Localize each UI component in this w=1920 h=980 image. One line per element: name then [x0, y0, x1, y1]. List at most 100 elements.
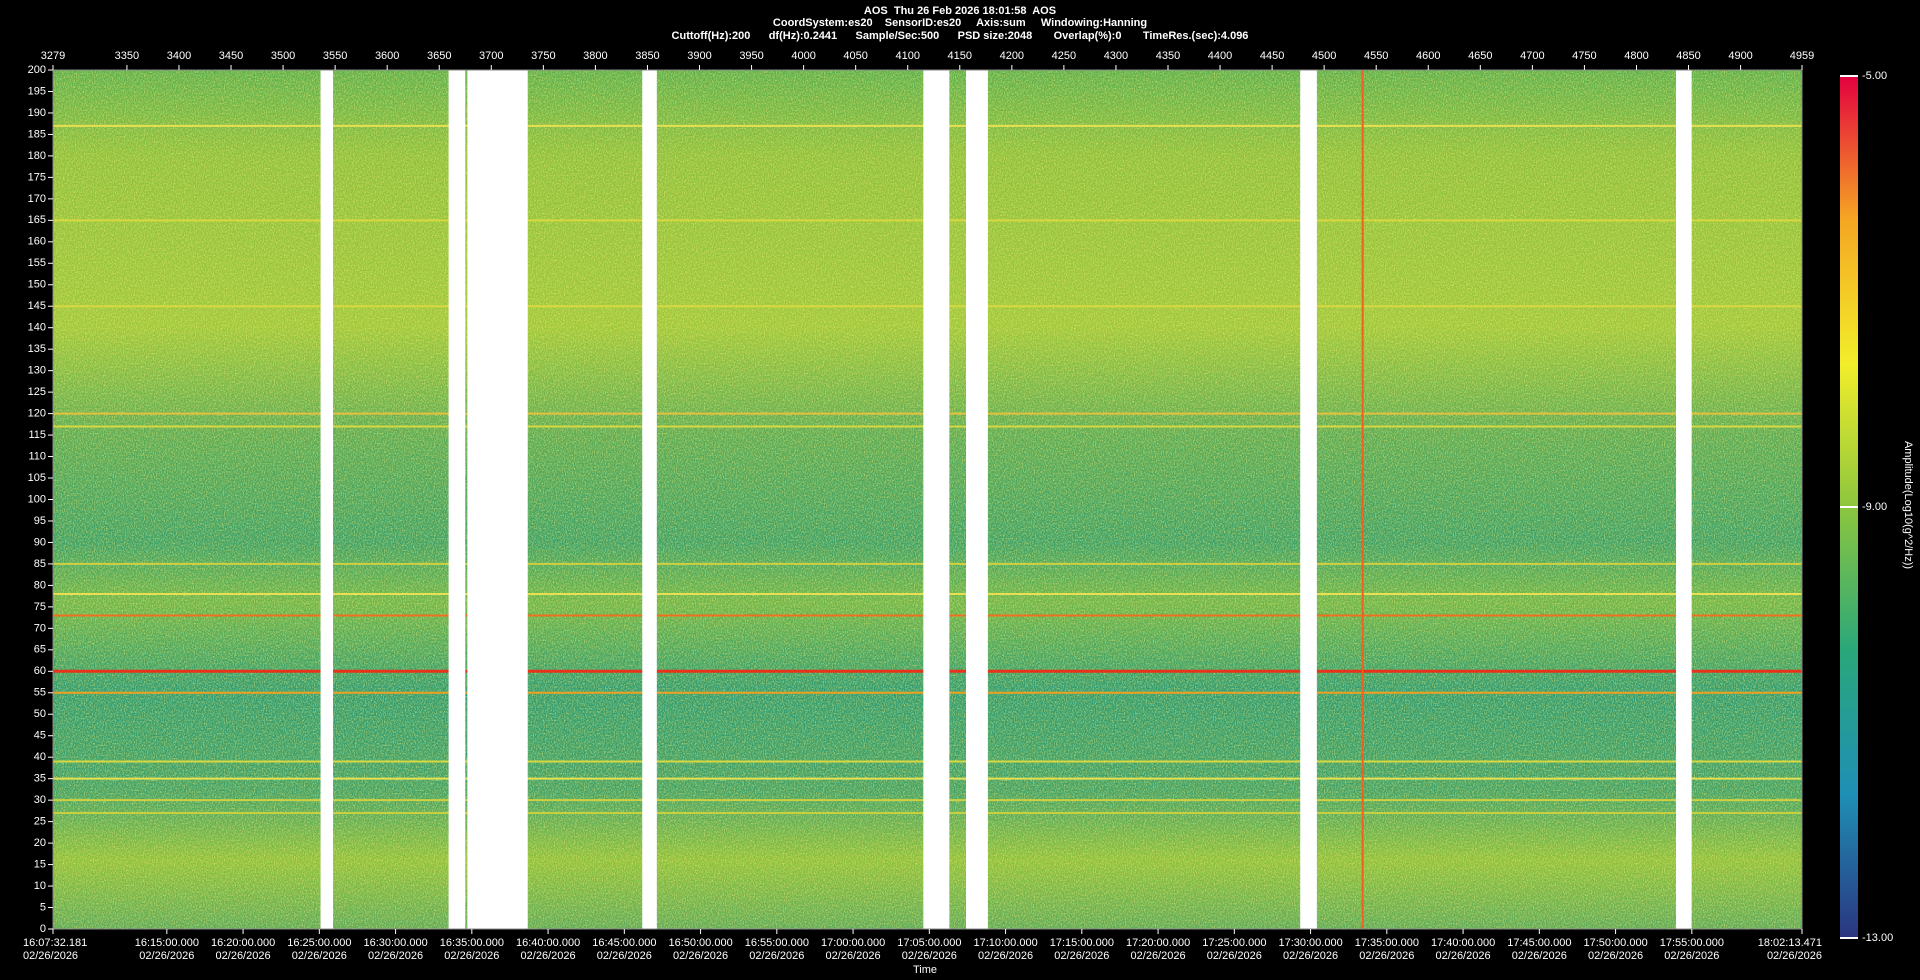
y-tick-label: 85 — [34, 558, 46, 570]
time-tick-label: 16:25:00.000 — [287, 937, 351, 949]
time-tick-label: 17:10:00.000 — [973, 937, 1037, 949]
x-tick-label: 3279 — [41, 50, 65, 62]
x-tick-label: 3850 — [635, 50, 659, 62]
time-tick-date: 02/26/2026 — [1131, 950, 1186, 962]
x-tick-label: 3350 — [115, 50, 139, 62]
data-gap — [320, 70, 334, 929]
y-tick-label: 55 — [34, 687, 46, 699]
time-tick-label: 18:02:13.471 — [1758, 937, 1822, 949]
time-tick-label: 16:50:00.000 — [668, 937, 732, 949]
time-tick-label: 16:30:00.000 — [363, 937, 427, 949]
y-tick-label: 65 — [34, 644, 46, 656]
y-tick-label: 80 — [34, 579, 46, 591]
time-tick-date: 02/26/2026 — [826, 950, 881, 962]
y-tick-label: 200 — [28, 64, 46, 76]
time-tick-label: 17:20:00.000 — [1126, 937, 1190, 949]
x-tick-label: 4550 — [1364, 50, 1388, 62]
x-tick-label: 3800 — [583, 50, 607, 62]
time-tick-label: 17:25:00.000 — [1202, 937, 1266, 949]
time-tick-date: 02/26/2026 — [749, 950, 804, 962]
y-tick-label: 180 — [28, 150, 46, 162]
data-gap — [966, 70, 988, 929]
time-tick-date: 02/26/2026 — [521, 950, 576, 962]
x-axis-label: Time — [913, 964, 937, 976]
time-tick-date: 02/26/2026 — [23, 950, 78, 962]
time-tick-label: 17:30:00.000 — [1278, 937, 1342, 949]
data-gap — [1300, 70, 1317, 929]
time-tick-date: 02/26/2026 — [1664, 950, 1719, 962]
y-tick-label: 160 — [28, 236, 46, 248]
x-tick-label: 4800 — [1624, 50, 1648, 62]
time-tick-label: 16:40:00.000 — [516, 937, 580, 949]
time-tick-label: 16:45:00.000 — [592, 937, 656, 949]
colorbar-label: Amplitude(Log10(g^2/Hz)) — [1902, 441, 1914, 569]
subtitle: Cuttoff(Hz):200 df(Hz):0.2441 Sample/Sec… — [672, 30, 1249, 42]
y-tick-label: 40 — [34, 751, 46, 763]
x-tick-label: 4350 — [1156, 50, 1180, 62]
subtitle: CoordSystem:es20 SensorID:es20 Axis:sum … — [773, 17, 1147, 29]
time-tick-label: 17:45:00.000 — [1507, 937, 1571, 949]
time-tick-label: 17:55:00.000 — [1660, 937, 1724, 949]
x-tick-label: 4150 — [948, 50, 972, 62]
x-tick-label: 4900 — [1728, 50, 1752, 62]
colorbar-tick-label: -13.00 — [1862, 932, 1893, 944]
x-tick-label: 3600 — [375, 50, 399, 62]
y-tick-label: 45 — [34, 730, 46, 742]
data-gap — [1676, 70, 1692, 929]
time-tick-date: 02/26/2026 — [1588, 950, 1643, 962]
x-tick-label: 3500 — [271, 50, 295, 62]
y-tick-label: 170 — [28, 193, 46, 205]
time-tick-date: 02/26/2026 — [902, 950, 957, 962]
time-tick-label: 17:15:00.000 — [1050, 937, 1114, 949]
time-tick-date: 02/26/2026 — [1767, 950, 1822, 962]
x-tick-label: 4500 — [1312, 50, 1336, 62]
x-tick-label: 4650 — [1468, 50, 1492, 62]
y-tick-label: 95 — [34, 515, 46, 527]
data-gap — [467, 70, 528, 929]
x-tick-label: 4850 — [1676, 50, 1700, 62]
y-tick-label: 110 — [28, 450, 46, 462]
time-tick-label: 16:20:00.000 — [211, 937, 275, 949]
x-tick-label: 4100 — [895, 50, 919, 62]
time-tick-date: 02/26/2026 — [978, 950, 1033, 962]
y-tick-label: 90 — [34, 536, 46, 548]
y-tick-label: 195 — [28, 85, 46, 97]
time-tick-date: 02/26/2026 — [139, 950, 194, 962]
x-tick-label: 4450 — [1260, 50, 1284, 62]
y-tick-label: 135 — [28, 343, 46, 355]
time-tick-date: 02/26/2026 — [1512, 950, 1567, 962]
y-tick-label: 165 — [28, 214, 46, 226]
x-tick-label: 3550 — [323, 50, 347, 62]
x-tick-label: 3450 — [219, 50, 243, 62]
y-tick-label: 150 — [28, 279, 46, 291]
time-tick-date: 02/26/2026 — [1207, 950, 1262, 962]
time-tick-date: 02/26/2026 — [673, 950, 728, 962]
time-tick-label: 16:55:00.000 — [745, 937, 809, 949]
time-tick-date: 02/26/2026 — [368, 950, 423, 962]
y-tick-label: 0 — [40, 923, 46, 935]
time-tick-date: 02/26/2026 — [216, 950, 271, 962]
y-tick-label: 15 — [34, 858, 46, 870]
data-gap — [923, 70, 950, 929]
y-tick-label: 130 — [28, 365, 46, 377]
y-tick-label: 30 — [34, 794, 46, 806]
time-tick-date: 02/26/2026 — [1054, 950, 1109, 962]
y-tick-label: 75 — [34, 601, 46, 613]
time-tick-date: 02/26/2026 — [444, 950, 499, 962]
time-tick-label: 17:35:00.000 — [1355, 937, 1419, 949]
colorbar-tick-label: -9.00 — [1862, 501, 1887, 513]
time-tick-date: 02/26/2026 — [1359, 950, 1414, 962]
x-tick-label: 4000 — [791, 50, 815, 62]
x-tick-label: 4959 — [1790, 50, 1814, 62]
chart-title: AOS Thu 26 Feb 2026 18:01:58 AOS — [864, 5, 1056, 17]
time-tick-label: 17:50:00.000 — [1583, 937, 1647, 949]
y-tick-label: 105 — [28, 472, 46, 484]
x-tick-label: 4300 — [1104, 50, 1128, 62]
y-tick-label: 100 — [28, 493, 46, 505]
time-tick-date: 02/26/2026 — [1436, 950, 1491, 962]
x-tick-label: 4400 — [1208, 50, 1232, 62]
time-tick-date: 02/26/2026 — [1283, 950, 1338, 962]
y-tick-label: 35 — [34, 773, 46, 785]
